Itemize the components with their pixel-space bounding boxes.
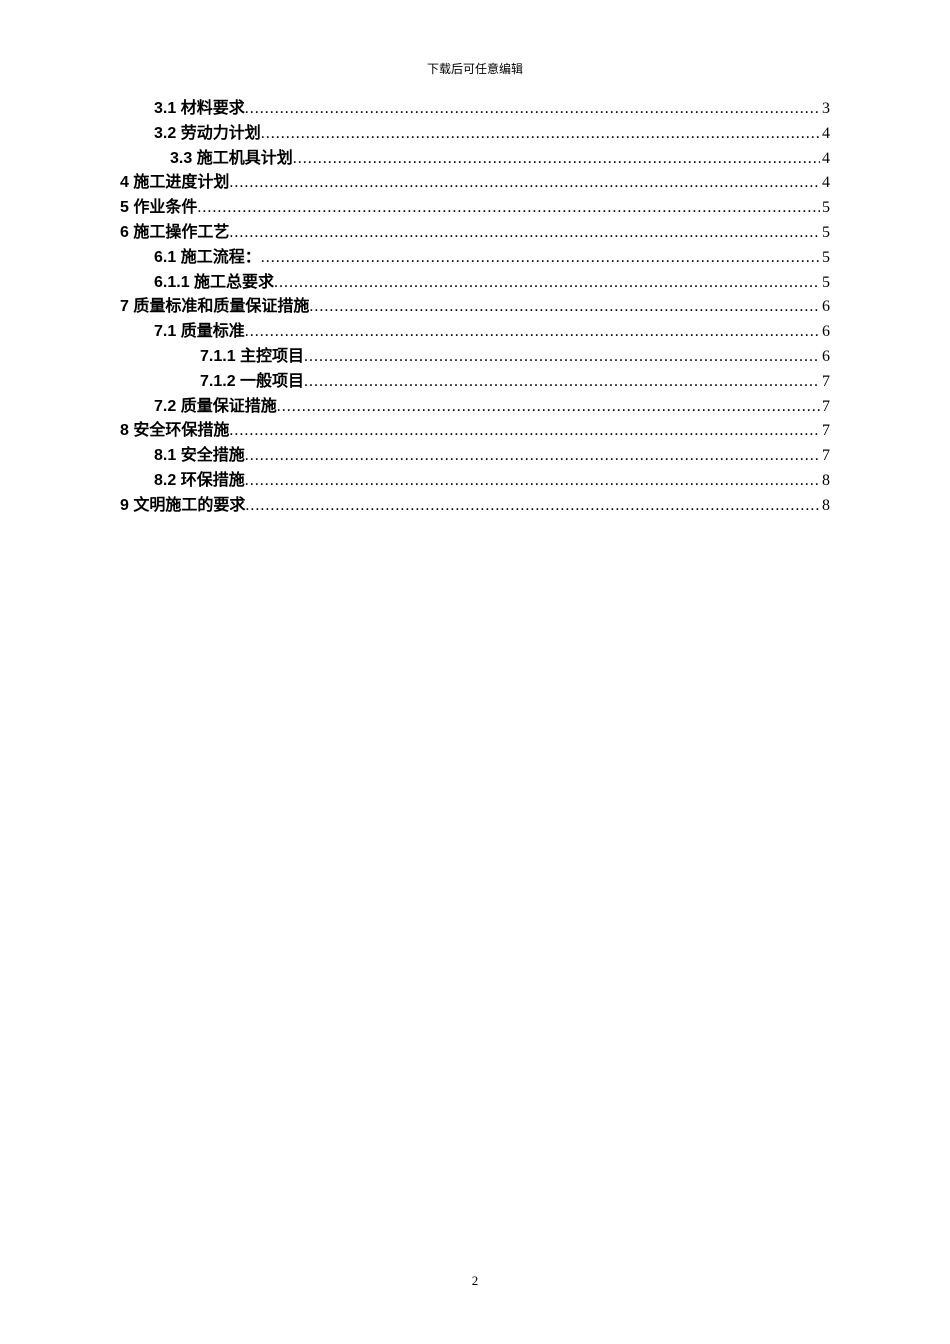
- toc-label: 7.2 质量保证措施: [154, 395, 277, 420]
- toc-page-number: 8: [820, 469, 830, 494]
- toc-page-number: 5: [820, 196, 830, 221]
- toc-row: 6 施工操作工艺 5: [120, 221, 830, 246]
- toc-page-number: 7: [820, 395, 830, 420]
- toc-leader-dots: [245, 494, 820, 519]
- toc-row: 7 质量标准和质量保证措施 6: [120, 295, 830, 320]
- toc-leader-dots: [293, 147, 820, 172]
- toc-label: 6.1 施工流程：: [154, 246, 261, 271]
- toc-row: 8.2 环保措施 8: [120, 469, 830, 494]
- toc-row: 6.1 施工流程： 5: [120, 246, 830, 271]
- toc-label: 8.2 环保措施: [154, 469, 245, 494]
- table-of-contents: 3.1 材料要求33.2 劳动力计划43.3 施工机具计划44 施工进度计划45…: [120, 97, 830, 519]
- toc-leader-dots: [261, 122, 820, 147]
- toc-row: 7.2 质量保证措施 7: [120, 395, 830, 420]
- toc-leader-dots: [245, 320, 820, 345]
- toc-page-number: 4: [820, 147, 830, 172]
- toc-row: 3.3 施工机具计划 4: [120, 147, 830, 172]
- toc-leader-dots: [274, 271, 820, 296]
- toc-page-number: 7: [820, 444, 830, 469]
- header-note: 下载后可任意编辑: [120, 60, 830, 77]
- toc-row: 8.1 安全措施 7: [120, 444, 830, 469]
- toc-leader-dots: [245, 469, 820, 494]
- toc-label: 7.1.2 一般项目: [200, 370, 304, 395]
- toc-page-number: 7: [820, 370, 830, 395]
- toc-leader-dots: [197, 196, 820, 221]
- toc-label: 3.1 材料要求: [154, 97, 245, 122]
- toc-leader-dots: [304, 345, 820, 370]
- toc-label: 8 安全环保措施: [120, 419, 229, 444]
- toc-leader-dots: [245, 97, 820, 122]
- toc-row: 5 作业条件 5: [120, 196, 830, 221]
- toc-leader-dots: [277, 395, 820, 420]
- toc-leader-dots: [229, 419, 820, 444]
- toc-label: 4 施工进度计划: [120, 171, 229, 196]
- toc-page-number: 8: [820, 494, 830, 519]
- toc-label: 3.2 劳动力计划: [154, 122, 261, 147]
- toc-page-number: 3: [820, 97, 830, 122]
- toc-label: 7.1.1 主控项目: [200, 345, 304, 370]
- toc-leader-dots: [229, 221, 820, 246]
- toc-page-number: 5: [820, 246, 830, 271]
- toc-row: 7.1 质量标准 6: [120, 320, 830, 345]
- toc-label: 9 文明施工的要求: [120, 494, 245, 519]
- toc-leader-dots: [261, 246, 820, 271]
- toc-page-number: 6: [820, 345, 830, 370]
- toc-leader-dots: [309, 295, 820, 320]
- toc-row: 6.1.1 施工总要求 5: [120, 271, 830, 296]
- toc-leader-dots: [245, 444, 820, 469]
- toc-page-number: 6: [820, 320, 830, 345]
- toc-page-number: 5: [820, 271, 830, 296]
- toc-row: 4 施工进度计划 4: [120, 171, 830, 196]
- toc-page-number: 4: [820, 122, 830, 147]
- toc-leader-dots: [304, 370, 820, 395]
- toc-page-number: 6: [820, 295, 830, 320]
- toc-page-number: 5: [820, 221, 830, 246]
- toc-row: 3.2 劳动力计划 4: [120, 122, 830, 147]
- toc-row: 7.1.2 一般项目 7: [120, 370, 830, 395]
- toc-label: 3.3 施工机具计划: [170, 147, 293, 172]
- document-page: 下载后可任意编辑 3.1 材料要求33.2 劳动力计划43.3 施工机具计划44…: [0, 0, 950, 559]
- toc-leader-dots: [229, 171, 820, 196]
- toc-row: 9 文明施工的要求 8: [120, 494, 830, 519]
- toc-row: 3.1 材料要求 3: [120, 97, 830, 122]
- toc-label: 8.1 安全措施: [154, 444, 245, 469]
- toc-label: 6.1.1 施工总要求: [154, 271, 274, 296]
- toc-page-number: 4: [820, 171, 830, 196]
- page-number: 2: [0, 1273, 950, 1289]
- toc-label: 7 质量标准和质量保证措施: [120, 295, 309, 320]
- toc-row: 8 安全环保措施 7: [120, 419, 830, 444]
- toc-label: 6 施工操作工艺: [120, 221, 229, 246]
- toc-label: 7.1 质量标准: [154, 320, 245, 345]
- toc-label: 5 作业条件: [120, 196, 197, 221]
- toc-page-number: 7: [820, 419, 830, 444]
- toc-row: 7.1.1 主控项目 6: [120, 345, 830, 370]
